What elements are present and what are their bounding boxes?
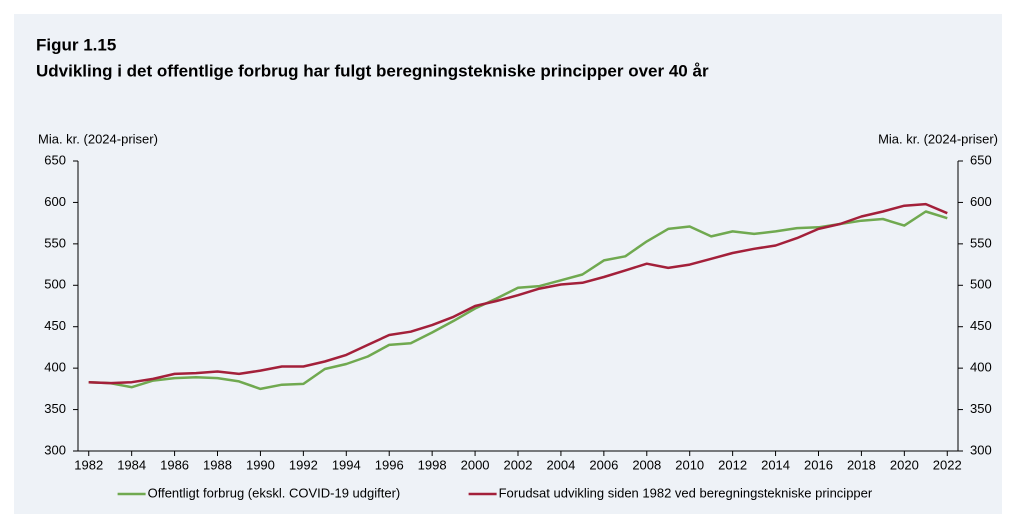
x-tick-label: 2014 <box>761 457 790 472</box>
x-tick-label: 2018 <box>847 457 876 472</box>
chart-background <box>14 14 1002 514</box>
y2-axis-label: Mia. kr. (2024-priser) <box>878 131 998 146</box>
y-tick-label: 350 <box>44 401 66 416</box>
x-tick-label: 2000 <box>461 457 490 472</box>
legend-label: Offentligt forbrug (ekskl. COVID-19 udgi… <box>148 485 401 500</box>
y2-tick-label: 550 <box>970 235 992 250</box>
x-tick-label: 2012 <box>718 457 747 472</box>
x-tick-label: 2016 <box>804 457 833 472</box>
y-tick-label: 450 <box>44 318 66 333</box>
x-tick-label: 2020 <box>890 457 919 472</box>
y-tick-label: 300 <box>44 442 66 457</box>
y2-tick-label: 450 <box>970 318 992 333</box>
x-tick-label: 1996 <box>375 457 404 472</box>
x-tick-label: 1998 <box>418 457 447 472</box>
series-line <box>88 210 948 391</box>
legend-label: Forudsat udvikling siden 1982 ved beregn… <box>499 485 873 500</box>
chart-title: Figur 1.15 <box>36 35 116 54</box>
x-tick-label: 1992 <box>289 457 318 472</box>
x-tick-label: 2010 <box>675 457 704 472</box>
y-tick-label: 550 <box>44 235 66 250</box>
y2-tick-label: 350 <box>970 401 992 416</box>
y-tick-label: 650 <box>44 152 66 167</box>
x-tick-label: 2022 <box>933 457 962 472</box>
y2-tick-label: 300 <box>970 442 992 457</box>
y2-tick-label: 600 <box>970 194 992 209</box>
x-tick-label: 1984 <box>117 457 146 472</box>
y2-tick-label: 400 <box>970 360 992 375</box>
y-axis-label: Mia. kr. (2024-priser) <box>38 131 158 146</box>
y2-tick-label: 500 <box>970 277 992 292</box>
x-tick-label: 1986 <box>160 457 189 472</box>
x-tick-label: 2004 <box>546 457 575 472</box>
series-line <box>88 202 948 385</box>
y-tick-label: 600 <box>44 194 66 209</box>
y2-tick-label: 650 <box>970 152 992 167</box>
y-tick-label: 500 <box>44 277 66 292</box>
x-tick-label: 1994 <box>332 457 361 472</box>
x-tick-label: 1990 <box>246 457 275 472</box>
x-tick-label: 2006 <box>589 457 618 472</box>
chart-subtitle: Udvikling i det offentlige forbrug har f… <box>36 61 709 80</box>
y-tick-label: 400 <box>44 360 66 375</box>
x-tick-label: 1988 <box>203 457 232 472</box>
x-tick-label: 1982 <box>74 457 103 472</box>
x-tick-label: 2008 <box>632 457 661 472</box>
x-tick-label: 2002 <box>504 457 533 472</box>
